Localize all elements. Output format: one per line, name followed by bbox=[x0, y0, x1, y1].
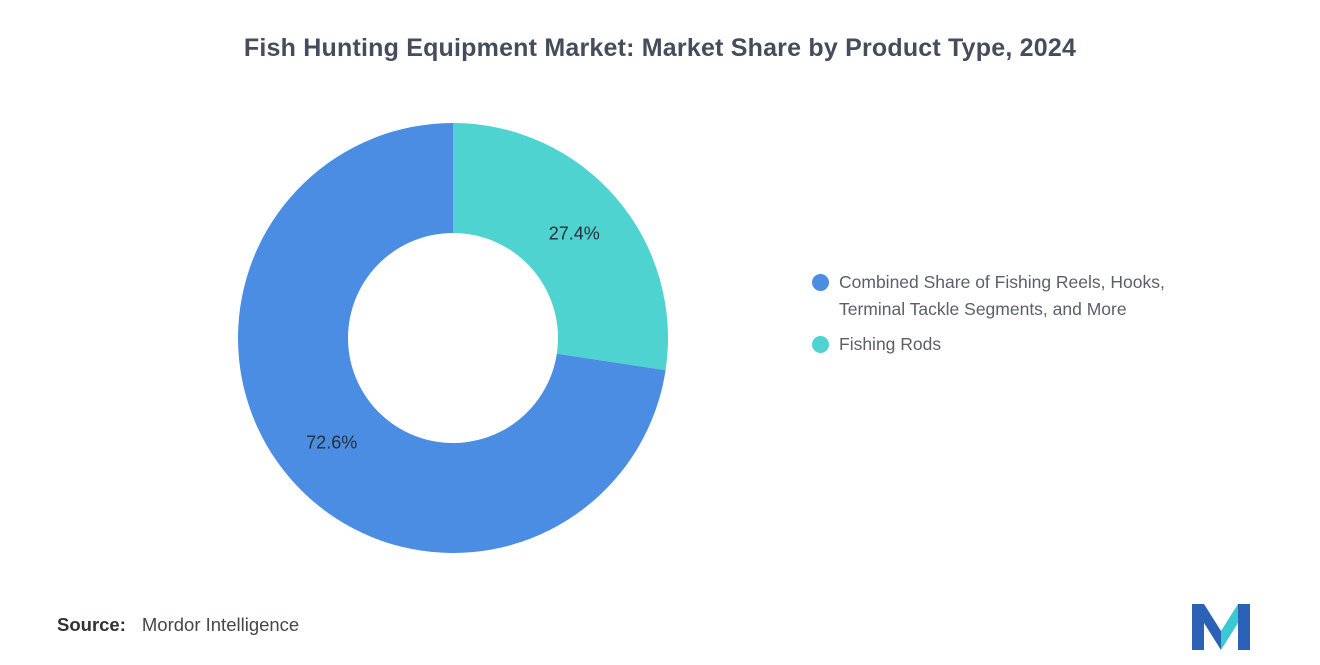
chart-legend: Combined Share of Fishing Reels, Hooks, T… bbox=[812, 269, 1165, 358]
slice-percentage-label: 27.4% bbox=[549, 224, 600, 244]
legend-label: Fishing Rods bbox=[839, 334, 942, 354]
source-note: Source: Mordor Intelligence bbox=[57, 614, 299, 636]
logo-left-stroke bbox=[1192, 604, 1204, 650]
legend-item: Fishing Rods bbox=[812, 331, 1165, 358]
legend-label: Combined Share of Fishing Reels, Hooks, T… bbox=[839, 272, 1165, 319]
slice-percentage-label: 72.6% bbox=[306, 432, 357, 452]
donut-slice-combined-share-of-fishing-reels-hooks-terminal-tackle-segments-and-more bbox=[238, 123, 666, 553]
legend-item: Combined Share of Fishing Reels, Hooks, T… bbox=[812, 269, 1165, 323]
logo-left-diagonal bbox=[1204, 604, 1221, 650]
donut-chart: 27.4% 72.6% bbox=[238, 123, 668, 553]
chart-title: Fish Hunting Equipment Market: Market Sh… bbox=[243, 34, 1077, 62]
logo-right-diagonal bbox=[1221, 604, 1238, 650]
logo-right-stroke bbox=[1238, 604, 1250, 650]
source-value: Mordor Intelligence bbox=[141, 614, 300, 635]
mordor-intelligence-logo bbox=[1192, 604, 1250, 650]
donut-slice-fishing-rods bbox=[453, 123, 668, 371]
legend-marker-dot bbox=[812, 274, 829, 291]
legend-marker-dot bbox=[812, 336, 829, 353]
source-label: Source: bbox=[57, 614, 126, 635]
